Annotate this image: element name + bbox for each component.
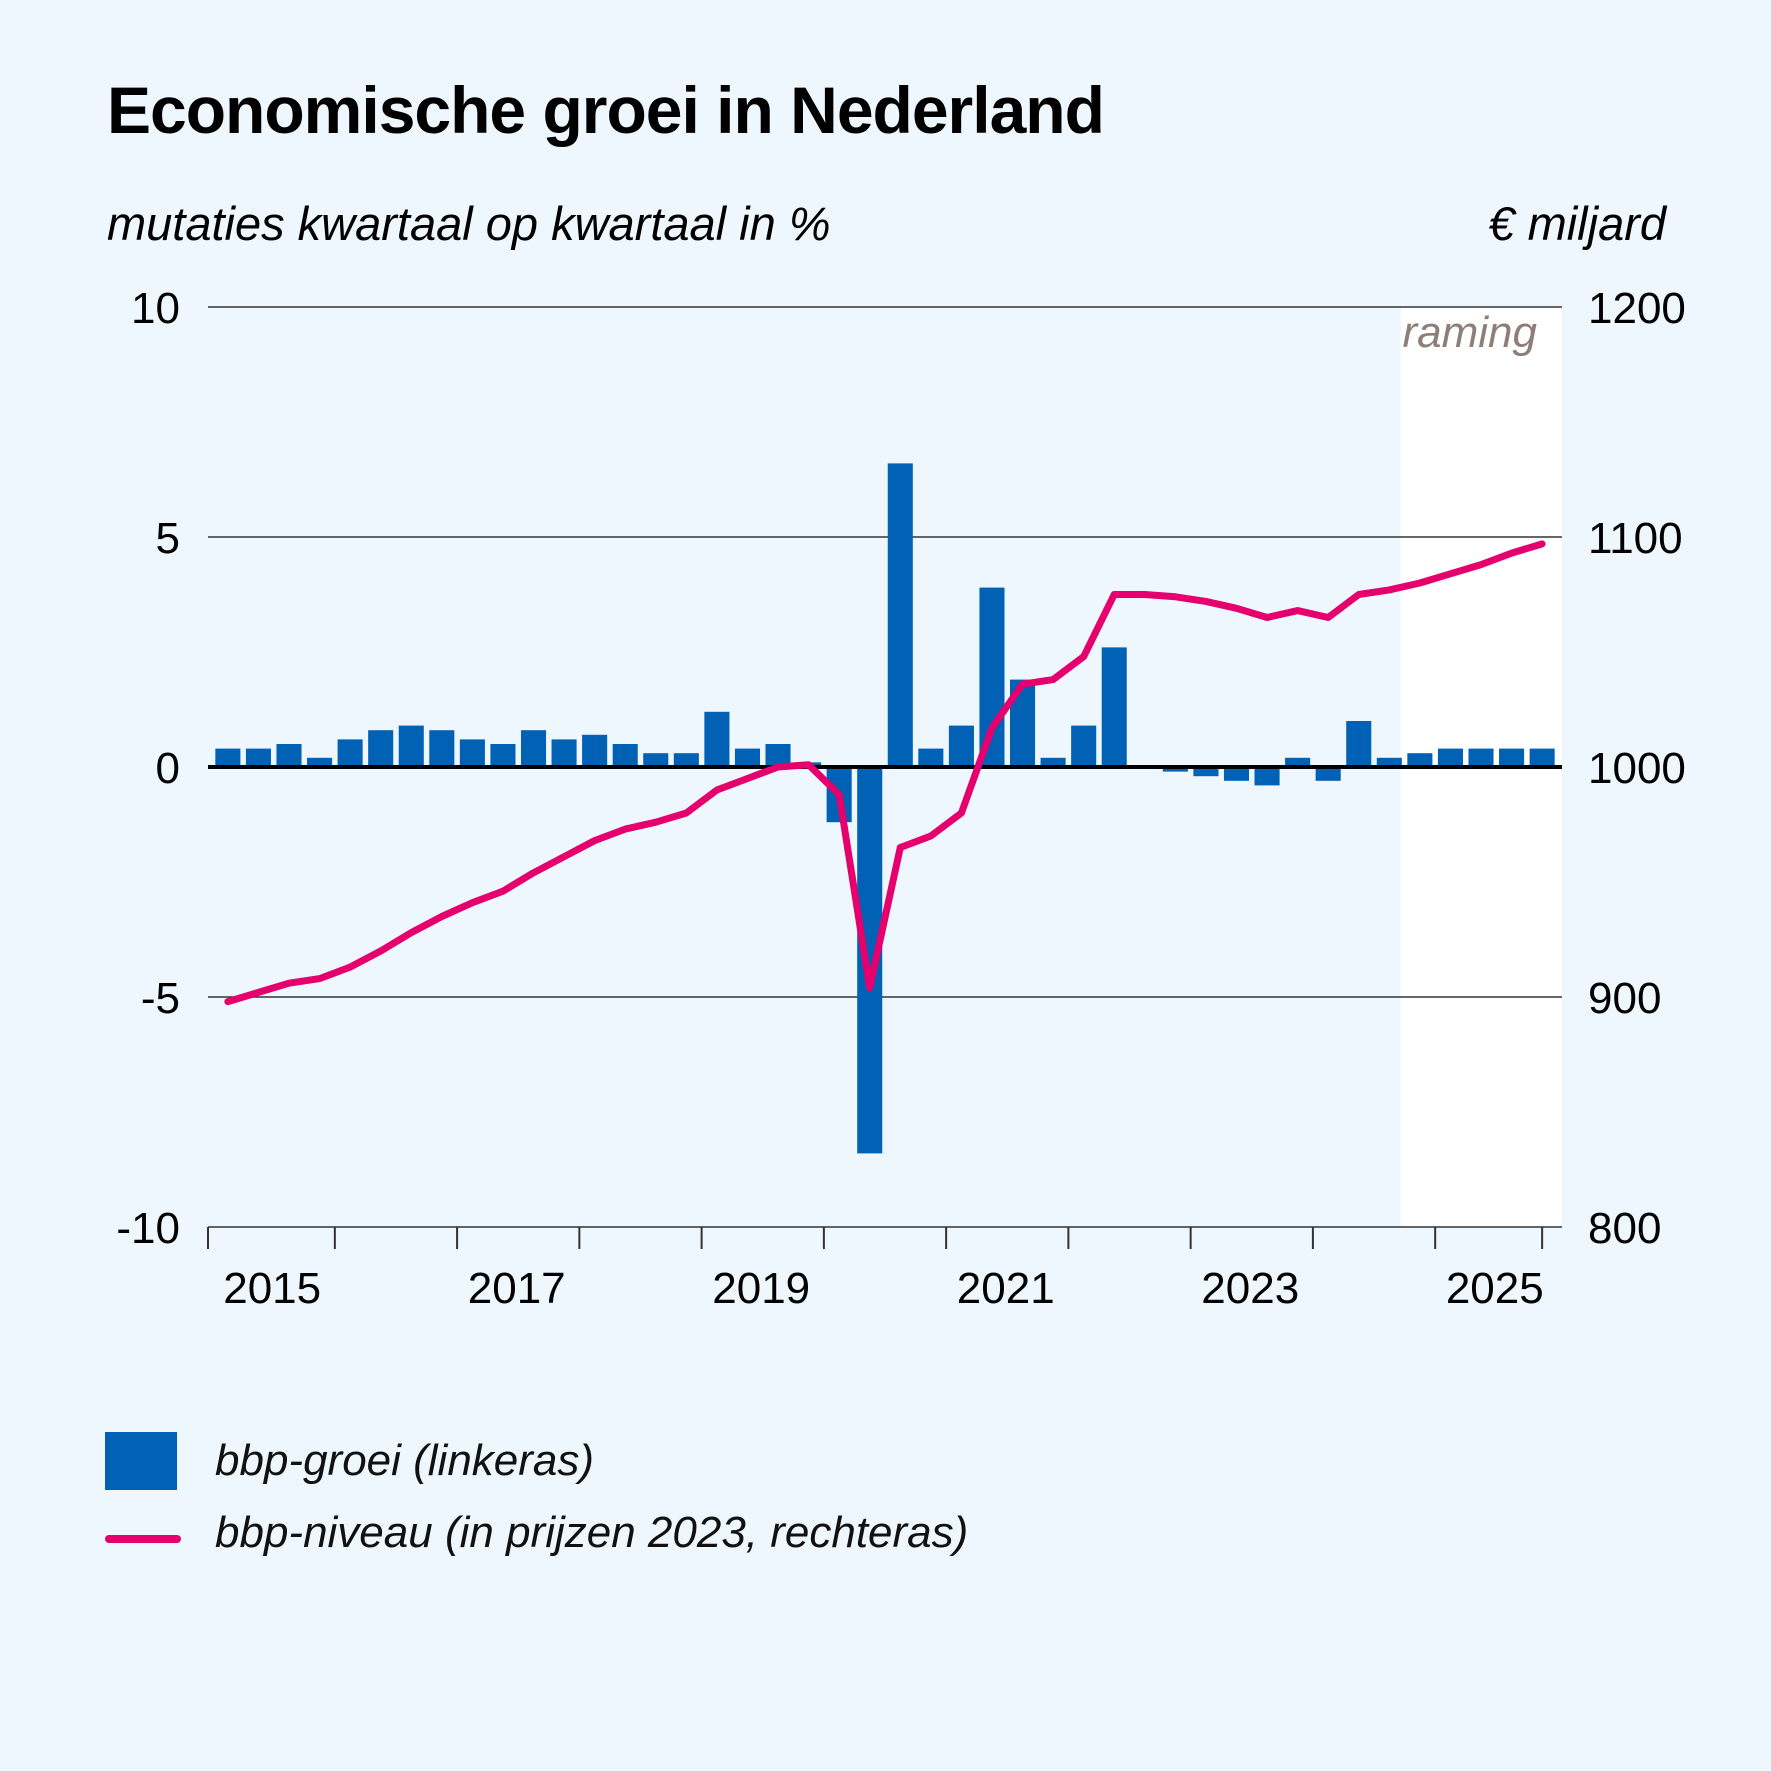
y-ticks-left: 10 5 0 -5 -10 xyxy=(116,284,180,1253)
bar xyxy=(979,587,1005,767)
y-tick-right-label: 1000 xyxy=(1588,744,1686,793)
bar xyxy=(1193,767,1219,777)
bar xyxy=(1468,748,1494,767)
bar xyxy=(1346,721,1372,767)
bar xyxy=(1040,757,1066,767)
x-tick-label: 2017 xyxy=(468,1264,566,1313)
bar xyxy=(1254,767,1280,786)
bar xyxy=(490,744,516,767)
x-tick-label: 2019 xyxy=(712,1264,810,1313)
y-tick-right-label: 1100 xyxy=(1588,514,1683,563)
y-tick-right-label: 900 xyxy=(1588,974,1661,1023)
y-tick-left-label: 10 xyxy=(131,284,180,333)
x-tick-label: 2023 xyxy=(1201,1264,1299,1313)
chart-title: Economische groei in Nederland xyxy=(107,73,1105,147)
bar xyxy=(1071,725,1097,767)
bar xyxy=(1285,757,1311,767)
bar xyxy=(1499,748,1525,767)
bar xyxy=(765,744,791,767)
y-tick-right-label: 1200 xyxy=(1588,284,1686,333)
bar xyxy=(1101,647,1127,767)
x-tick-label: 2025 xyxy=(1446,1264,1544,1313)
bar xyxy=(1407,753,1433,767)
bar xyxy=(1437,748,1463,767)
y-tick-left-label: -10 xyxy=(116,1204,180,1253)
bar xyxy=(520,730,547,767)
bar xyxy=(612,744,638,767)
bar xyxy=(643,753,669,767)
bar xyxy=(398,725,424,767)
bar xyxy=(734,748,760,767)
y-axis-left-label: mutaties kwartaal op kwartaal in % xyxy=(107,197,831,250)
y-tick-left-label: 0 xyxy=(156,744,180,793)
x-tick-label: 2021 xyxy=(957,1264,1055,1313)
bar xyxy=(459,739,485,767)
y-ticks-right: 1200 1100 1000 900 800 xyxy=(1588,284,1686,1253)
bar xyxy=(1223,767,1250,781)
bar xyxy=(918,748,944,767)
bar-series xyxy=(215,463,1555,1154)
x-tick-label: 2015 xyxy=(223,1264,321,1313)
bar xyxy=(673,753,699,767)
bar xyxy=(1376,757,1402,767)
y-tick-left-label: 5 xyxy=(156,514,180,563)
bar xyxy=(337,739,363,767)
bar xyxy=(551,739,577,767)
legend-bar-swatch xyxy=(105,1432,177,1490)
bar xyxy=(276,744,302,767)
forecast-label: raming xyxy=(1403,308,1538,357)
bar xyxy=(1162,767,1188,772)
legend-line-swatch xyxy=(105,1535,181,1543)
legend-label-line: bbp-niveau (in prijzen 2023, rechteras) xyxy=(215,1508,969,1557)
bar xyxy=(307,757,333,767)
bar xyxy=(368,730,394,767)
gridlines xyxy=(208,306,1562,1228)
legend-label-bars: bbp-groei (linkeras) xyxy=(215,1436,595,1485)
y-tick-left-label: -5 xyxy=(141,974,180,1023)
bar xyxy=(1315,767,1341,781)
bar xyxy=(429,730,455,767)
bar xyxy=(948,725,974,767)
bar xyxy=(582,734,608,767)
y-tick-right-label: 800 xyxy=(1588,1204,1661,1253)
bar xyxy=(887,463,913,767)
line-series xyxy=(224,540,1546,1006)
bar xyxy=(245,748,271,767)
y-axis-right-label: € miljard xyxy=(1488,197,1666,250)
x-axis: 2015 2017 2019 2021 2023 2025 xyxy=(207,1227,1544,1313)
bar xyxy=(215,748,241,767)
bar xyxy=(704,711,730,767)
bar xyxy=(1529,748,1555,767)
